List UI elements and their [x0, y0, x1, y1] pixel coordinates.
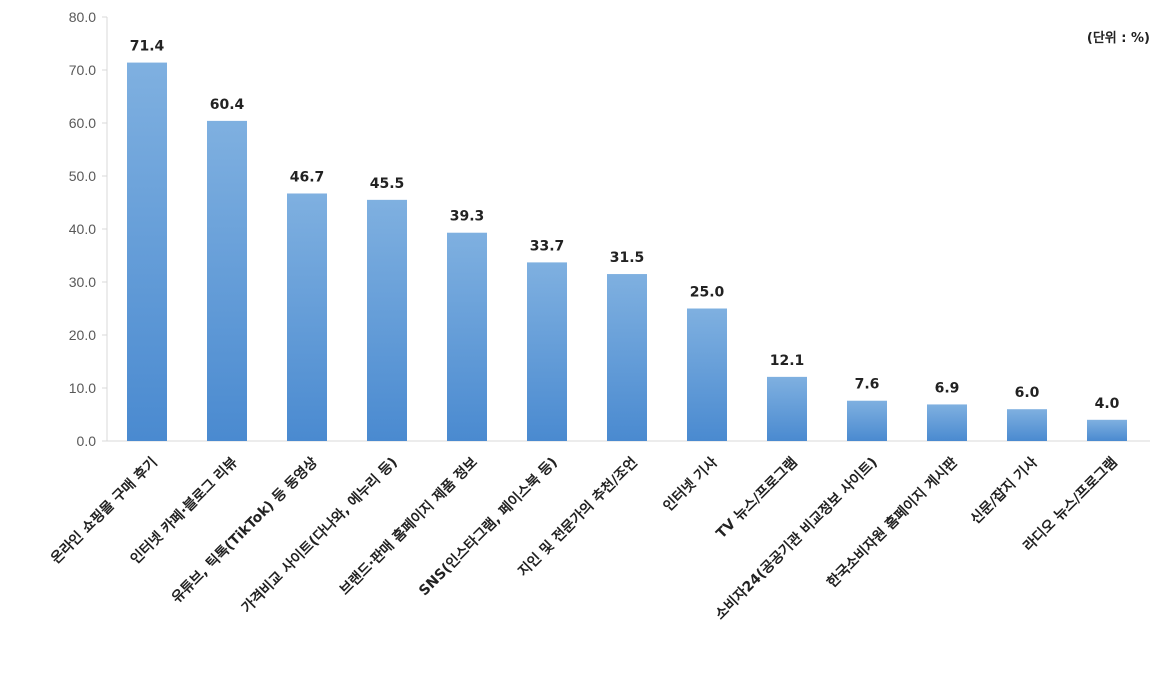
bar	[527, 262, 567, 441]
bar	[1087, 419, 1127, 441]
x-tick-label: 유튜브, 틱톡(TikTok) 등 동영상	[168, 454, 321, 607]
x-tick-label: 인터넷 기사	[660, 454, 721, 515]
y-tick-label: 20.0	[69, 327, 96, 343]
bar	[927, 404, 967, 441]
y-tick-label: 10.0	[69, 380, 96, 396]
bar	[447, 232, 487, 441]
x-tick-label: 브랜드·판매 홈페이지 제품 정보	[336, 454, 481, 599]
x-tick-label: TV 뉴스/프로그램	[713, 454, 801, 542]
x-tick-label: 한국소비자원 홈페이지 게시판	[824, 454, 961, 591]
x-tick-label: SNS(인스타그램, 페이스북 등)	[415, 454, 560, 599]
y-tick-label: 30.0	[69, 274, 96, 290]
y-tick-label: 60.0	[69, 115, 96, 131]
data-label: 25.0	[690, 285, 725, 301]
bar	[367, 199, 407, 441]
bar	[207, 120, 247, 441]
data-label: 12.1	[770, 353, 805, 369]
bar	[607, 274, 647, 441]
data-label: 71.4	[130, 39, 165, 55]
x-tick-label: 가격비교 사이트(다나와, 에누리 등)	[238, 454, 401, 617]
data-label: 45.5	[370, 176, 405, 192]
y-tick-label: 50.0	[69, 168, 96, 184]
data-label: 39.3	[450, 209, 485, 225]
bars-layer	[127, 62, 1127, 442]
data-label: 60.4	[210, 97, 245, 113]
x-tick-label: 신문/잡지 기사	[967, 454, 1041, 528]
bar	[767, 376, 807, 441]
bar	[1007, 409, 1047, 441]
data-label: 6.0	[1015, 385, 1040, 401]
bar	[287, 193, 327, 441]
data-label: 4.0	[1095, 396, 1120, 412]
x-tick-label: 소비자24(공공기관 비교정보 사이트)	[712, 454, 881, 623]
y-tick-label: 40.0	[69, 221, 96, 237]
bar	[687, 308, 727, 441]
y-tick-label: 0.0	[77, 433, 97, 449]
bar	[127, 62, 167, 442]
data-label: 46.7	[290, 169, 325, 185]
y-tick-label: 80.0	[69, 9, 96, 25]
y-tick-label: 70.0	[69, 62, 96, 78]
unit-note: (단위 : %)	[1087, 30, 1150, 46]
data-label: 33.7	[530, 238, 565, 254]
data-label: 7.6	[855, 377, 880, 393]
data-label: 31.5	[610, 250, 645, 266]
data-label: 6.9	[935, 380, 960, 396]
axis-layer: 0.0 10.0 20.0 30.0 40.0 50.0 60.0 70.0 80.0	[69, 9, 1150, 449]
bar	[847, 400, 887, 441]
